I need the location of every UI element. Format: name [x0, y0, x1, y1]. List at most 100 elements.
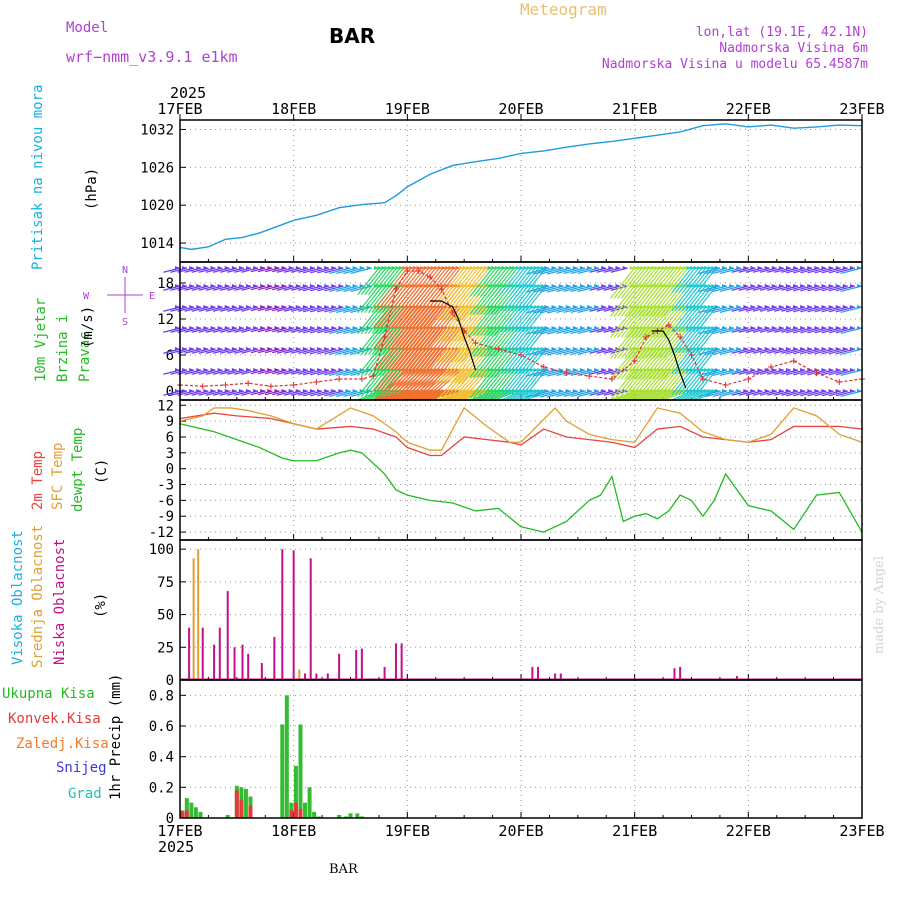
wind-arrowhead — [537, 266, 543, 270]
wind-arrowhead — [309, 305, 315, 309]
wind-arrowhead — [295, 368, 301, 372]
wind-barb — [436, 327, 465, 363]
wind-arrowhead — [793, 305, 799, 309]
wind-barb — [454, 369, 483, 401]
wind-arrowhead — [182, 305, 188, 309]
wind-barb — [678, 369, 700, 396]
wind-arrowhead — [722, 266, 728, 270]
wind-arrowhead — [778, 368, 784, 372]
wind-barb — [382, 327, 405, 356]
wind-barb — [507, 267, 529, 294]
wind-arrowhead — [267, 347, 273, 351]
wind-arrowhead — [246, 305, 252, 309]
wind-arrowhead — [704, 326, 710, 330]
wind-speed-point — [472, 340, 479, 346]
cloud-bar — [326, 673, 329, 680]
wind-barb — [473, 369, 497, 399]
wind-arrowhead — [476, 266, 482, 270]
wind-gust-line-0 — [430, 300, 477, 371]
wind-barb — [461, 306, 490, 342]
wind-arrowhead — [210, 266, 216, 270]
wind-arrowhead — [238, 389, 244, 393]
wind-barb — [613, 267, 639, 299]
wind-arrowhead — [736, 266, 742, 270]
wind-arrowhead — [629, 266, 635, 270]
wind-arrowhead — [800, 284, 806, 288]
wind-arrowhead — [260, 326, 266, 330]
x-tick-label-top-3: 20FEB — [498, 100, 543, 118]
wind-arrowhead — [764, 347, 770, 351]
wind-barb — [671, 306, 692, 333]
wind-arrowhead — [352, 266, 358, 270]
wind-barb — [610, 267, 636, 299]
x-tick-label-top-6: 23FEB — [839, 100, 884, 118]
y-tick-label-2-1: 9 — [166, 414, 174, 430]
wind-arrowhead — [288, 326, 294, 330]
wind-arrowhead — [366, 266, 372, 270]
wind-arrowhead — [700, 389, 706, 393]
wind-barb — [469, 267, 494, 297]
wind-barb — [454, 327, 483, 363]
wind-arrowhead — [466, 266, 472, 270]
wind-barb — [405, 348, 440, 392]
precip-bar — [180, 811, 185, 818]
wind-barb — [624, 267, 650, 299]
wind-arrowhead — [260, 305, 266, 309]
wind-arrowhead — [633, 266, 639, 270]
wind-arrowhead — [700, 368, 706, 372]
wind-arrowhead — [700, 326, 706, 330]
wind-barb — [420, 369, 454, 401]
wind-barb — [395, 327, 430, 371]
wind-speed-point — [688, 352, 695, 358]
wind-arrowhead — [540, 305, 546, 309]
wind-arrowhead — [857, 326, 862, 330]
wind-arrowhead — [352, 389, 358, 393]
wind-barb — [423, 369, 458, 401]
wind-arrowhead — [771, 284, 777, 288]
wind-arrowhead — [537, 347, 543, 351]
wind-barb — [613, 369, 639, 401]
wind-barb — [447, 369, 476, 401]
wind-barb — [457, 348, 486, 384]
wind-arrowhead — [707, 389, 713, 393]
chart-title: Meteogram — [520, 0, 607, 19]
wind-arrowhead — [210, 368, 216, 372]
wind-arrowhead — [544, 326, 550, 330]
wind-barb — [388, 348, 423, 392]
wind-arrowhead — [587, 266, 593, 270]
wind-arrowhead — [594, 284, 600, 288]
wind-arrowhead — [572, 305, 578, 309]
wind-arrowhead — [189, 389, 195, 393]
wind-arrowhead — [412, 266, 418, 270]
wind-arrowhead — [352, 347, 358, 351]
wind-barb — [384, 348, 419, 392]
wind-barb — [371, 306, 394, 335]
y-tick-label-4-4: 0.8 — [149, 688, 174, 704]
wind-barb — [450, 327, 479, 363]
wind-barb — [384, 327, 419, 371]
wind-arrowhead — [189, 368, 195, 372]
wind-arrowhead — [196, 284, 202, 288]
wind-arrowhead — [238, 284, 244, 288]
wind-arrowhead — [849, 347, 855, 351]
wind-arrowhead — [267, 368, 273, 372]
wind-arrowhead — [842, 266, 848, 270]
wind-arrowhead — [857, 347, 862, 351]
wind-barb — [398, 306, 433, 350]
wind-barb — [427, 306, 462, 350]
precip-bar — [337, 814, 342, 818]
wind-arrowhead — [182, 266, 188, 270]
wind-arrowhead — [331, 389, 337, 393]
wind-arrowhead — [175, 266, 180, 270]
wind-arrowhead — [309, 347, 315, 351]
wind-arrowhead — [800, 347, 806, 351]
wind-arrowhead — [302, 305, 308, 309]
wind-speed-point — [404, 268, 411, 274]
wind-arrowhead — [402, 266, 408, 270]
wind-arrowhead — [231, 305, 237, 309]
wind-barb — [473, 306, 497, 336]
wind-barb — [617, 369, 643, 401]
precip-bar — [239, 799, 244, 818]
wind-arrowhead — [345, 266, 351, 270]
wind-arrowhead — [238, 347, 244, 351]
